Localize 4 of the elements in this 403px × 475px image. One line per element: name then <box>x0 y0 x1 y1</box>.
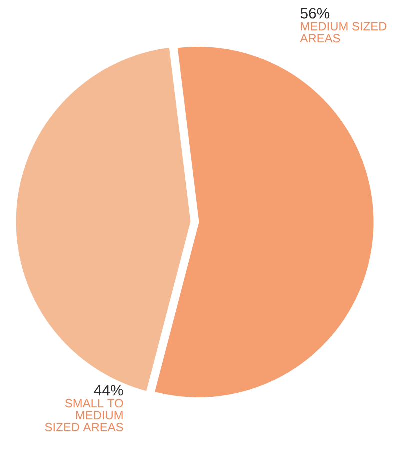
slice-label: SMALL TO MEDIUM SIZED AREAS <box>45 399 124 432</box>
slice-label: MEDIUM SIZED AREAS <box>300 22 387 43</box>
data-label: 44% <box>94 385 124 396</box>
data-label: 56% <box>300 8 330 19</box>
